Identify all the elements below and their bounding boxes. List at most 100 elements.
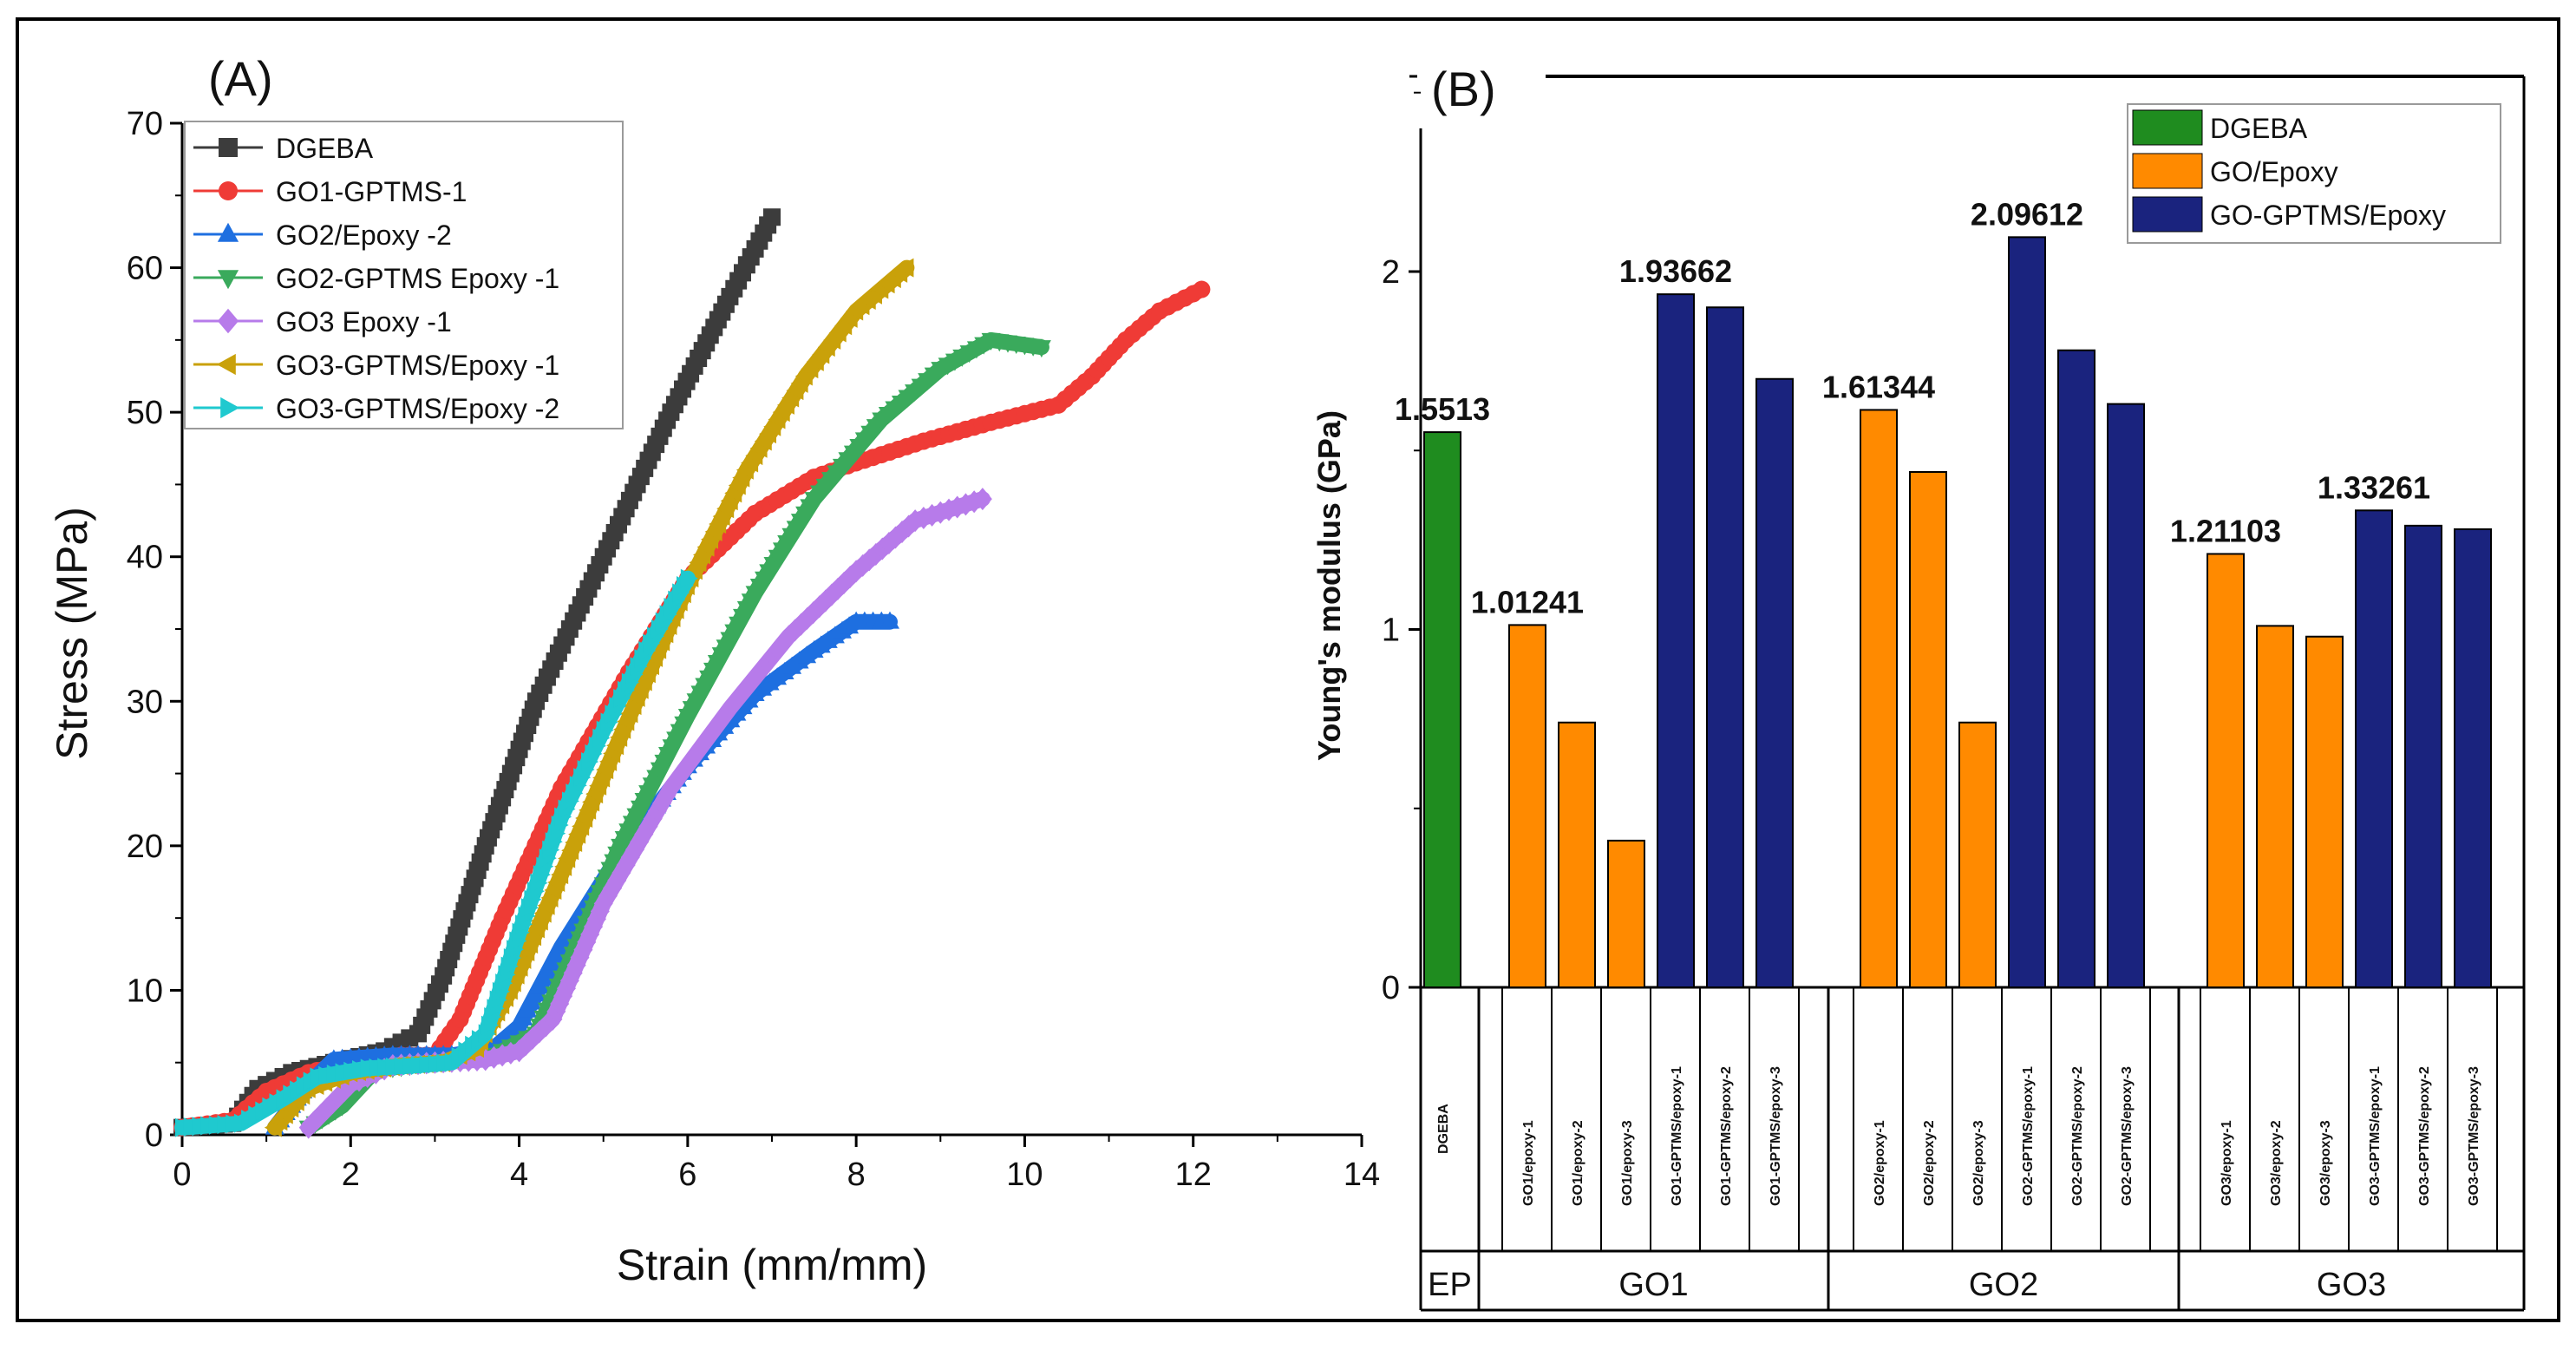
panel-b-bar bbox=[1508, 624, 1546, 988]
panel-a-legend-marker bbox=[220, 396, 240, 419]
panel-a: (A) 0 2 4 6 8 10 12 14 0 10 20 30 40 50 60 70 DGEBA GO1-G… bbox=[48, 51, 1380, 1289]
panel-b-category-label: GO3/epoxy-1 bbox=[2220, 1120, 2234, 1206]
panel-b-legend-swatch bbox=[2132, 109, 2203, 146]
panel-a-y-tick-label: 10 bbox=[127, 973, 163, 1009]
panel-b-group-label: GO1 bbox=[1618, 1267, 1688, 1303]
panel-b-legend-label: DGEBA bbox=[2210, 113, 2308, 144]
panel-b-y-tick-label: 1 bbox=[1382, 613, 1400, 649]
panel-b-bar bbox=[1607, 839, 1645, 988]
panel-a-x-tick-label: 10 bbox=[1006, 1157, 1043, 1193]
panel-a-legend-label: GO3-GPTMS/Epoxy -1 bbox=[276, 350, 559, 381]
panel-a-y-axis-label: Stress (MPa) bbox=[48, 507, 96, 760]
panel-b-category-label: GO2/epoxy-2 bbox=[1922, 1120, 1937, 1206]
panel-b-category-label: GO2-GPTMS/epoxy-3 bbox=[2120, 1066, 2135, 1206]
panel-a-data-point bbox=[880, 611, 899, 629]
panel-b-bar bbox=[2107, 403, 2145, 988]
panel-a-data-point bbox=[1031, 340, 1051, 358]
panel-b-bar bbox=[2404, 524, 2442, 988]
panel-b-category-label: DGEBA bbox=[1436, 1104, 1451, 1154]
panel-a-legend-marker bbox=[217, 270, 239, 290]
panel-b-data-label: 1.93662 bbox=[1619, 253, 1732, 289]
panel-a-label: (A) bbox=[208, 51, 273, 106]
panel-b-category-label: GO1/epoxy-1 bbox=[1521, 1120, 1536, 1206]
panel-b-category-label: GO1-GPTMS/epoxy-2 bbox=[1719, 1066, 1734, 1206]
panel-a-y-tick-label: 60 bbox=[127, 251, 163, 287]
panel-b-bar bbox=[1706, 306, 1744, 988]
panel-b-y-axis-label: Young's modulus (GPa) bbox=[1311, 410, 1347, 761]
panel-b-bar bbox=[1755, 377, 1794, 988]
panel-b-group-label: GO3 bbox=[2317, 1267, 2386, 1303]
panel-a-legend-marker bbox=[219, 138, 238, 157]
panel-a-legend-label: GO3 Epoxy -1 bbox=[276, 306, 452, 338]
panel-a-plot-area: 0 2 4 6 8 10 12 14 0 10 20 30 40 50 60 70 DGEBA GO1-GPTMS… bbox=[127, 106, 1380, 1193]
panel-b-bar bbox=[1860, 409, 1898, 988]
panel-b-bar bbox=[2256, 625, 2294, 988]
panel-b-data-label: 1.5513 bbox=[1395, 391, 1490, 427]
panel-b-legend-label: GO-GPTMS/Epoxy bbox=[2210, 200, 2446, 231]
panel-b-category-label: GO2-GPTMS/epoxy-2 bbox=[2070, 1066, 2085, 1206]
panel-b-bar bbox=[2207, 553, 2245, 988]
panel-a-x-tick-label: 6 bbox=[678, 1157, 696, 1193]
panel-a-y-tick-label: 50 bbox=[127, 395, 163, 431]
panel-b-bar bbox=[1558, 721, 1596, 988]
panel-a-legend-label: GO3-GPTMS/Epoxy -2 bbox=[276, 393, 559, 424]
panel-b-data-label: 1.61344 bbox=[1822, 369, 1935, 404]
panel-b-bar bbox=[1423, 431, 1461, 988]
panel-b-legend-swatch bbox=[2132, 153, 2203, 189]
panel-a-x-tick-label: 14 bbox=[1344, 1157, 1380, 1193]
panel-b-category-label: GO1-GPTMS/epoxy-3 bbox=[1769, 1066, 1783, 1206]
panel-b-legend-label: GO/Epoxy bbox=[2210, 156, 2338, 187]
panel-a-legend-box bbox=[184, 121, 624, 429]
panel-a-x-tick-label: 8 bbox=[847, 1157, 866, 1193]
panel-a-data-point bbox=[972, 488, 992, 511]
panel-a-x-tick-label: 2 bbox=[342, 1157, 360, 1193]
panel-b-category-label: GO2/epoxy-3 bbox=[1971, 1120, 1986, 1206]
panel-b-category-label: GO2-GPTMS/epoxy-1 bbox=[2021, 1066, 2036, 1206]
panel-a-x-tick-label: 4 bbox=[510, 1157, 528, 1193]
panel-a-legend-label: GO2-GPTMS Epoxy -1 bbox=[276, 263, 559, 294]
panel-b-bar bbox=[2305, 635, 2344, 988]
panel-a-y-tick-label: 20 bbox=[127, 829, 163, 865]
panel-b-bar bbox=[1657, 293, 1695, 989]
panel-a-legend-marker bbox=[217, 222, 239, 242]
panel-b-data-label: 2.09612 bbox=[1971, 196, 2083, 232]
panel-a-y-tick-label: 0 bbox=[145, 1117, 163, 1154]
panel-b-group-label: EP bbox=[1428, 1267, 1472, 1303]
panel-a-legend-marker bbox=[219, 181, 238, 200]
panel-b-plot-area: 0 1 2 EP 1.5513 DGEBA GO1 1.01241 GO1/epoxy-1 GO1… bbox=[1382, 75, 2526, 1312]
panel-a-data-point bbox=[763, 208, 781, 226]
panel-b-category-label: GO3/epoxy-3 bbox=[2318, 1120, 2333, 1206]
panel-a-legend-marker bbox=[216, 353, 236, 376]
panel-b-category-label: GO3-GPTMS/epoxy-1 bbox=[2368, 1066, 2383, 1206]
panel-b-bar bbox=[1958, 721, 1997, 988]
panel-b-data-label: 1.21103 bbox=[2170, 513, 2281, 548]
panel-b-bar bbox=[1909, 471, 1947, 988]
panel-a-legend-marker bbox=[217, 308, 239, 334]
panel-b-bar bbox=[2355, 509, 2393, 988]
panel-b-group-label: GO2 bbox=[1969, 1267, 2038, 1303]
panel-b-y-tick-label: 0 bbox=[1382, 970, 1400, 1006]
panel-b-bar bbox=[2008, 236, 2046, 988]
panel-a-y-tick-label: 30 bbox=[127, 684, 163, 720]
panel-a-legend-label: GO2/Epoxy -2 bbox=[276, 220, 452, 251]
panel-b-category-label: GO2/epoxy-1 bbox=[1873, 1120, 1887, 1206]
panel-a-series-7 bbox=[174, 568, 698, 1137]
panel-b-y-tick-label: 2 bbox=[1382, 254, 1400, 291]
panel-a-x-tick-label: 12 bbox=[1175, 1157, 1212, 1193]
panel-b: (B) 0 1 2 EP 1.5513 DGEBA GO1 1.01241 GO1/epoxy-… bbox=[1311, 62, 2526, 1312]
panel-b-category-label: GO3-GPTMS/epoxy-2 bbox=[2417, 1066, 2432, 1206]
panel-b-category-label: GO1/epoxy-3 bbox=[1620, 1120, 1635, 1206]
panel-a-y-tick-label: 40 bbox=[127, 540, 163, 576]
panel-a-data-point bbox=[873, 537, 892, 560]
panel-b-data-label: 1.01241 bbox=[1471, 584, 1584, 619]
panel-a-x-axis-label: Strain (mm/mm) bbox=[617, 1241, 927, 1289]
panel-b-label: (B) bbox=[1431, 62, 1496, 116]
panel-a-legend-label: DGEBA bbox=[276, 133, 374, 164]
panel-a-data-point bbox=[1193, 280, 1211, 298]
panel-a-legend-label: GO1-GPTMS-1 bbox=[276, 176, 467, 207]
panel-b-category-label: GO1-GPTMS/epoxy-1 bbox=[1670, 1066, 1684, 1206]
panel-b-data-label: 1.33261 bbox=[2318, 469, 2430, 505]
panel-a-y-tick-label: 70 bbox=[127, 106, 163, 142]
panel-b-legend-swatch bbox=[2132, 196, 2203, 233]
panel-b-category-label: GO3/epoxy-2 bbox=[2269, 1120, 2284, 1206]
